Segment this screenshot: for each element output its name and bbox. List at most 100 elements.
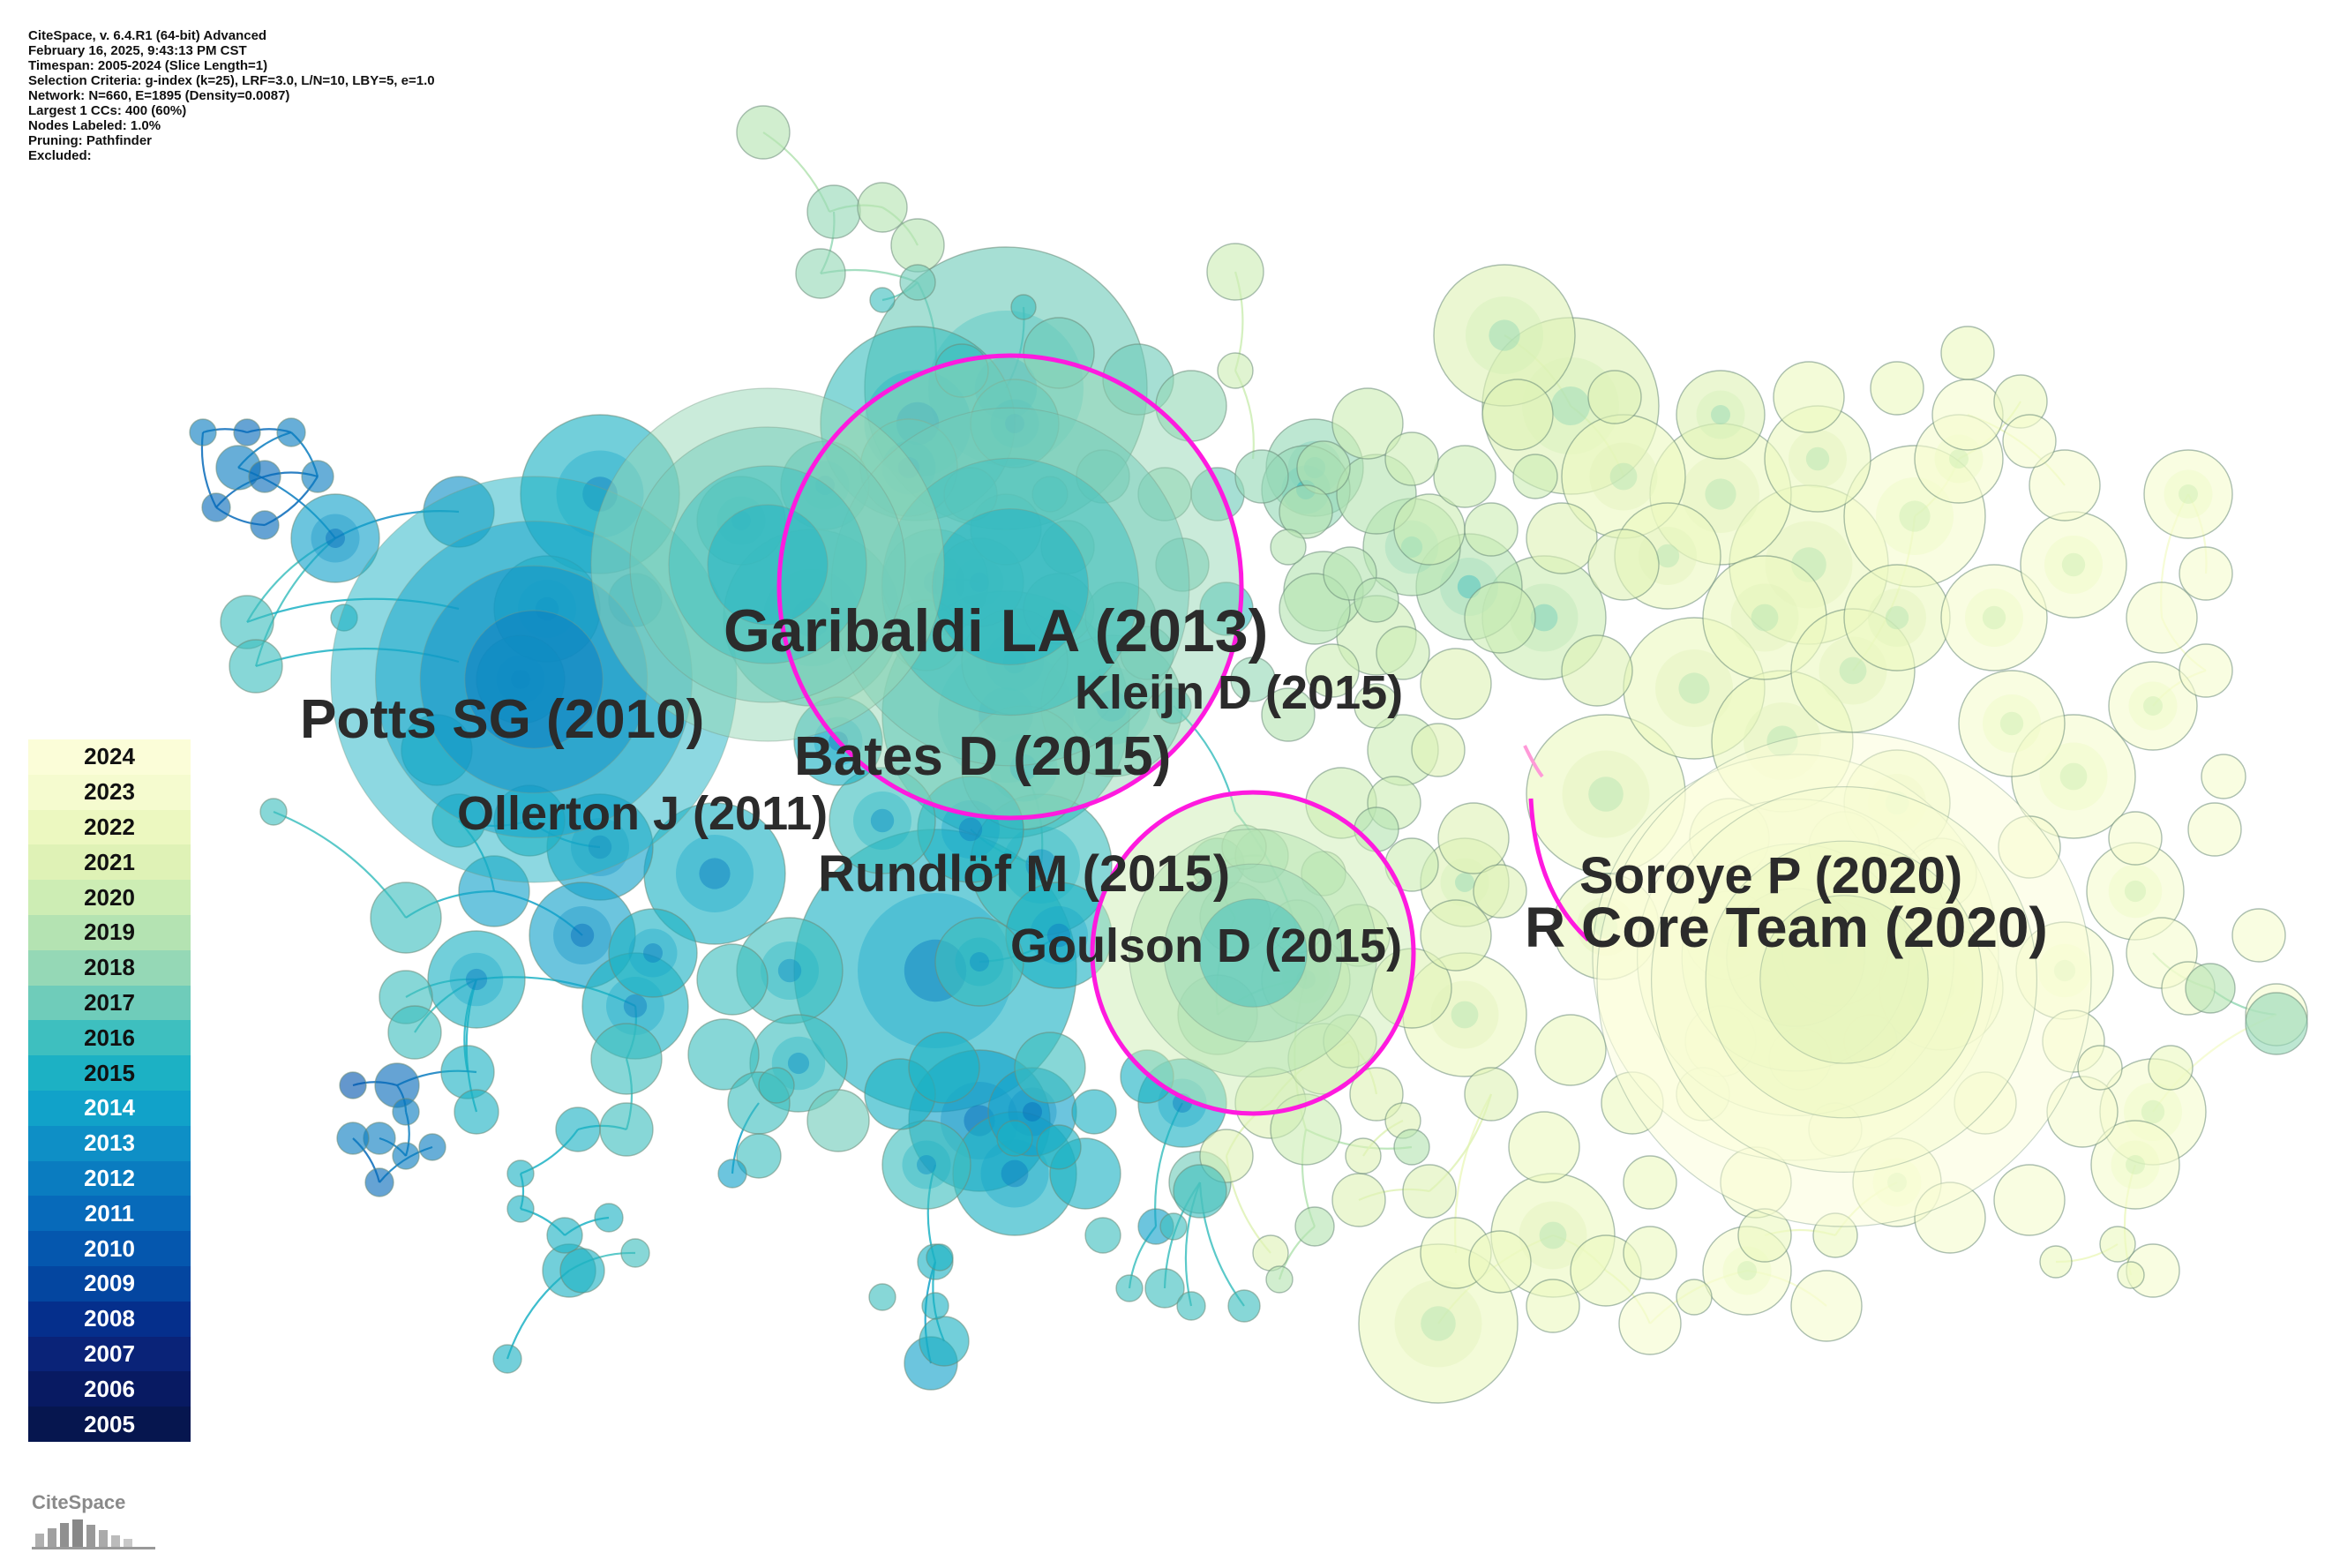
network-node-core	[1588, 776, 1624, 812]
network-node-core	[2126, 1155, 2145, 1174]
network-node-ring	[1466, 296, 1543, 374]
network-node	[1958, 670, 2066, 777]
network-node-core	[777, 958, 802, 983]
network-node	[1526, 502, 1598, 574]
network-node	[1676, 1279, 1713, 1316]
network-node	[2108, 661, 2198, 751]
network-node	[1279, 484, 1333, 539]
network-node	[1354, 683, 1399, 729]
network-node-ring	[1655, 649, 1733, 727]
network-node-core	[643, 943, 663, 963]
network-node	[290, 493, 380, 583]
network-node	[1393, 1129, 1430, 1166]
network-node	[1084, 1217, 1121, 1254]
network-node-ring	[2164, 469, 2213, 519]
network-node-ring	[1394, 1279, 1482, 1368]
network-node	[1331, 387, 1404, 460]
legend-year-2023: 2023	[28, 774, 191, 810]
network-node	[2148, 1045, 2194, 1091]
network-node	[1071, 1089, 1117, 1135]
node-label: Bates D (2015)	[794, 726, 1171, 787]
info-line: Pruning: Pathfinder	[28, 133, 152, 148]
network-node	[1773, 361, 1845, 433]
network-node	[890, 218, 945, 273]
logo-text: CiteSpace	[32, 1491, 126, 1513]
network-node-core	[1539, 1221, 1567, 1249]
network-node	[899, 264, 936, 301]
network-node	[2099, 1226, 2136, 1263]
network-node	[2245, 992, 2308, 1055]
network-node-core	[970, 952, 989, 972]
network-node-core	[1705, 478, 1736, 510]
network-node-ring	[1562, 750, 1650, 838]
network-node-core	[570, 923, 595, 948]
network-node	[2143, 449, 2233, 539]
network-node	[1420, 899, 1492, 972]
network-node	[2039, 1245, 2073, 1279]
network-node-ring	[676, 835, 754, 912]
legend-year-2012: 2012	[28, 1160, 191, 1197]
network-node	[392, 1098, 420, 1126]
network-node	[1623, 1155, 1677, 1210]
network-node	[1464, 502, 1519, 557]
network-node	[1473, 864, 1527, 919]
network-node	[2117, 1261, 2145, 1289]
legend-year-2005: 2005	[28, 1407, 191, 1442]
network-node-ring	[1589, 442, 1658, 511]
network-node	[1014, 1032, 1086, 1104]
network-node	[2231, 908, 2286, 963]
network-node	[1261, 687, 1316, 742]
legend-year-2007: 2007	[28, 1336, 191, 1372]
hub-node-ring	[1198, 898, 1308, 1008]
network-node-core	[2179, 484, 2198, 504]
network-node	[1587, 370, 1642, 424]
network-node-core	[1551, 386, 1590, 425]
hub-node-ring	[1759, 895, 1929, 1064]
hub-node-ring	[707, 504, 829, 626]
network-node	[908, 1032, 980, 1104]
legend-year-2020: 2020	[28, 880, 191, 915]
network-node-core	[1655, 544, 1680, 568]
network-node	[1468, 1230, 1532, 1294]
network-node	[506, 1159, 535, 1188]
network-node-core	[1421, 1306, 1456, 1341]
network-node	[1464, 581, 1536, 654]
network-node-core	[1737, 1261, 1757, 1280]
network-node-ring	[955, 937, 1004, 987]
network-node-ring	[1030, 906, 1088, 964]
burst-ring-rcore-arc	[1528, 798, 1590, 942]
network-node	[1402, 1164, 1457, 1219]
network-node	[1534, 1014, 1607, 1086]
network-node	[1411, 723, 1466, 777]
legend-year-2017: 2017	[28, 985, 191, 1021]
network-node-ring	[2128, 681, 2178, 731]
network-node-core	[787, 1052, 810, 1075]
network-node-core	[1678, 672, 1710, 704]
network-node-core	[958, 817, 983, 842]
network-node	[387, 1005, 442, 1060]
network-node	[233, 418, 261, 446]
network-node	[440, 1045, 495, 1099]
network-node	[454, 1089, 499, 1135]
network-node	[1349, 1067, 1404, 1122]
network-node	[1234, 449, 1289, 504]
network-node-core	[1609, 462, 1638, 491]
legend-year-2014: 2014	[28, 1090, 191, 1126]
network-node-core	[1530, 604, 1558, 632]
network-node-core	[2061, 552, 2086, 577]
node-label: Goulson D (2015)	[1010, 919, 1402, 972]
network-node	[2179, 546, 2233, 601]
network-node	[506, 1195, 535, 1223]
network-node	[1790, 1270, 1863, 1342]
legend-year-2009: 2009	[28, 1265, 191, 1302]
legend-year-2016: 2016	[28, 1020, 191, 1056]
network-node-core	[326, 529, 345, 548]
legend-year-2011: 2011	[28, 1196, 191, 1232]
network-node	[696, 943, 769, 1016]
network-node-core	[870, 808, 895, 833]
node-label: Potts SG (2010)	[300, 689, 704, 750]
network-node	[492, 1344, 522, 1374]
network-node	[1481, 379, 1554, 451]
network-node	[1464, 1067, 1519, 1122]
